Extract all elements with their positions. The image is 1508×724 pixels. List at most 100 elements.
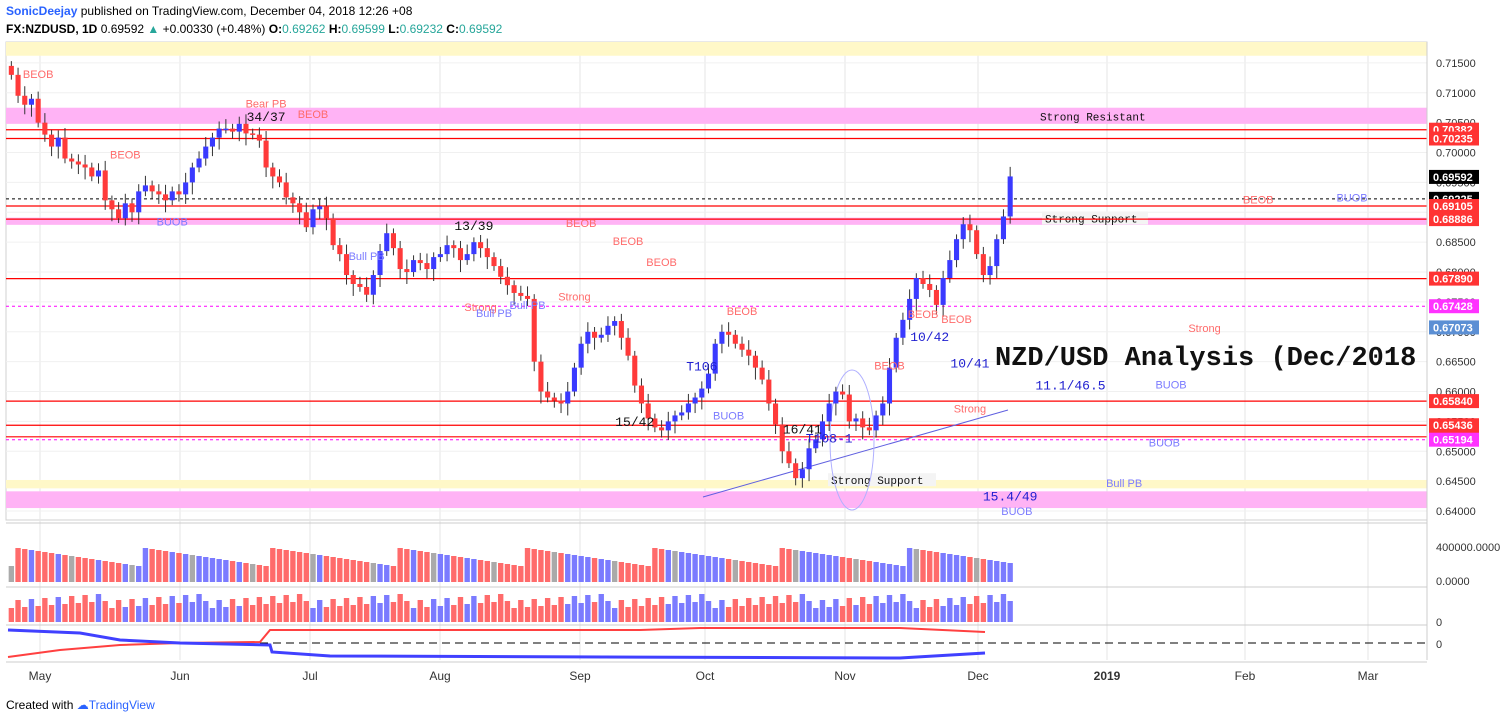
chart-annotation: BEOB bbox=[613, 236, 644, 248]
month-label: May bbox=[29, 669, 52, 683]
price-tag-bg bbox=[1429, 432, 1479, 447]
candle-body bbox=[263, 140, 269, 168]
volume-bar bbox=[317, 555, 323, 582]
chart-annotation: 15/42 bbox=[615, 415, 654, 430]
candle-body bbox=[444, 245, 450, 255]
candle-body bbox=[699, 388, 705, 398]
volume-bar-2 bbox=[732, 599, 739, 622]
volume-bar-2 bbox=[913, 608, 919, 622]
candle-body bbox=[156, 191, 162, 195]
volume-bar bbox=[169, 552, 175, 582]
candle-body bbox=[967, 224, 973, 231]
volume-bar-2 bbox=[129, 599, 135, 622]
volume-bar bbox=[531, 549, 537, 582]
volume-bar bbox=[638, 565, 645, 582]
volume-bar-2 bbox=[477, 603, 484, 622]
author-link[interactable]: SonicDeejay bbox=[6, 4, 78, 18]
volume-bar bbox=[752, 563, 759, 582]
candle-body bbox=[625, 337, 631, 356]
price-tag: 0.67890 bbox=[1433, 274, 1473, 286]
candle-body bbox=[819, 421, 826, 440]
candle-body bbox=[1007, 176, 1013, 217]
candle-body bbox=[42, 122, 48, 135]
candle-body bbox=[592, 331, 598, 338]
volume-bar-2 bbox=[263, 604, 269, 622]
candle-body bbox=[457, 248, 464, 261]
candle-body bbox=[357, 283, 363, 287]
chart-annotation: 10/42 bbox=[910, 330, 949, 345]
change-up-icon: ▲ bbox=[147, 22, 160, 36]
volume-bar-2 bbox=[712, 608, 718, 622]
volume-bar bbox=[28, 550, 35, 582]
volume-bar-2 bbox=[303, 601, 309, 622]
volume-bar bbox=[430, 553, 437, 582]
volume-bar bbox=[377, 564, 383, 582]
trend-line bbox=[702, 409, 1009, 498]
volume-bar-2 bbox=[1007, 601, 1013, 622]
volume-bar bbox=[498, 563, 504, 582]
volume-bar-2 bbox=[960, 597, 966, 622]
candle-body bbox=[558, 400, 564, 404]
volume-bar-2 bbox=[363, 604, 370, 622]
volume-bar-2 bbox=[920, 600, 926, 622]
candle-body bbox=[142, 185, 148, 192]
price-tag-bg bbox=[1429, 271, 1479, 286]
candle-body bbox=[478, 242, 484, 249]
candle-body bbox=[364, 286, 370, 295]
candle-body bbox=[317, 206, 323, 210]
candle-body bbox=[598, 334, 604, 338]
volume-bar bbox=[705, 556, 712, 582]
price-tag-bg bbox=[1429, 299, 1479, 314]
volume-bar bbox=[457, 557, 464, 582]
volume-bar bbox=[987, 560, 993, 582]
candle-body bbox=[384, 233, 390, 252]
time-axis[interactable]: May Jun Jul Aug Sep Oct Nov Dec 2019 Feb Mar bbox=[29, 669, 1379, 683]
volume-bar bbox=[980, 559, 987, 582]
volume-bar bbox=[544, 551, 551, 582]
candle-body bbox=[880, 403, 886, 416]
volume-bar bbox=[725, 559, 732, 582]
candle-body bbox=[987, 266, 993, 276]
volume-bar bbox=[699, 555, 705, 582]
candle-body bbox=[75, 161, 81, 165]
chart-annotation: 16/41 bbox=[783, 422, 822, 437]
volume-bar-2 bbox=[444, 598, 450, 622]
volume-bar-2 bbox=[679, 603, 685, 622]
price-tag-bg bbox=[1429, 418, 1479, 433]
volume-bar-2 bbox=[866, 604, 873, 622]
candle-body bbox=[779, 424, 785, 452]
volume-bar bbox=[598, 559, 604, 582]
zone-label: Strong Support bbox=[831, 476, 923, 488]
volume-bar bbox=[779, 548, 785, 582]
zone-label: Strong Support bbox=[1045, 214, 1137, 226]
volume-bar bbox=[746, 562, 752, 582]
candle-body bbox=[712, 343, 718, 374]
volume-bar-2 bbox=[48, 605, 55, 622]
price-tag: 0.69592 bbox=[1433, 172, 1473, 184]
candle-body bbox=[102, 170, 108, 201]
volume-bar bbox=[196, 556, 202, 582]
volume-bar bbox=[42, 552, 48, 582]
candle-body bbox=[645, 403, 651, 419]
volume-bar-2 bbox=[464, 604, 470, 622]
volume-bar bbox=[973, 558, 980, 582]
volume-bar-2 bbox=[524, 607, 531, 622]
volume-bar-2 bbox=[806, 601, 812, 622]
tradingview-brand[interactable]: TradingView bbox=[88, 698, 155, 712]
candle-body bbox=[330, 218, 336, 246]
volume-bar bbox=[444, 555, 450, 582]
price-tick: 0.64500 bbox=[1436, 476, 1476, 488]
volume-bar bbox=[873, 562, 879, 582]
volume-bar-2 bbox=[853, 605, 859, 622]
candle-body bbox=[612, 321, 618, 326]
chart-annotation: Bull PB bbox=[349, 251, 385, 263]
candle-body bbox=[518, 292, 524, 296]
candle-body bbox=[793, 463, 799, 479]
candle-body bbox=[116, 209, 122, 219]
price-axis[interactable]: 0.715000.710000.705000.700000.695000.690… bbox=[1426, 42, 1479, 660]
volume-bar-2 bbox=[236, 606, 242, 622]
candle-body bbox=[451, 245, 457, 249]
volume-bar-2 bbox=[846, 598, 852, 622]
